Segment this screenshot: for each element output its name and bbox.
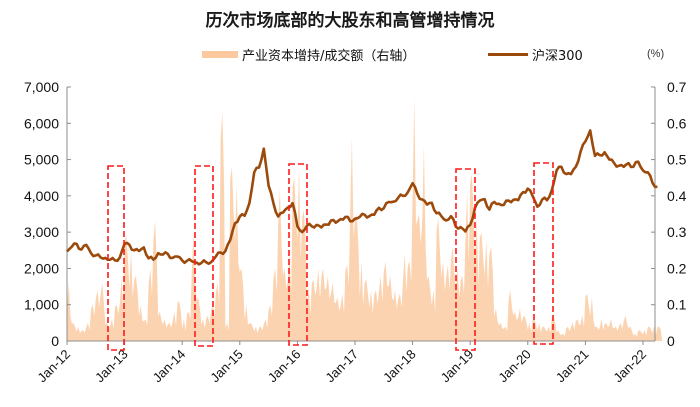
left-tick-label: 7,000 — [24, 79, 59, 95]
right-axis-unit: (%) — [647, 48, 665, 60]
x-tick-label: Jan-20 — [495, 347, 534, 386]
left-tick-label: 3,000 — [24, 224, 59, 240]
x-tick-label: Jan-13 — [92, 347, 131, 386]
market-bottom-highlight-box — [455, 168, 476, 351]
market-bottom-highlight-box — [194, 165, 214, 347]
left-tick-label: 4,000 — [24, 188, 59, 204]
legend-label-holdings-ratio: 产业资本增持/成交额（右轴） — [242, 49, 416, 64]
legend-swatch-line — [488, 53, 528, 56]
x-tick-label: Jan-21 — [553, 347, 592, 386]
x-tick-label: Jan-22 — [610, 347, 649, 386]
right-tick-label: 0.1 — [667, 297, 687, 313]
market-bottom-highlight-box — [107, 165, 125, 351]
legend: 产业资本增持/成交额（右轴） 沪深300 — [0, 45, 700, 65]
right-tick-label: 0.4 — [667, 188, 687, 204]
left-tick-label: 2,000 — [24, 260, 59, 276]
csi300-line — [66, 129, 658, 266]
x-tick-label: Jan-12 — [34, 347, 73, 386]
right-tick-label: 0.3 — [667, 224, 687, 240]
x-tick-label: Jan-17 — [322, 347, 361, 386]
right-tick-label: 0.7 — [667, 79, 687, 95]
x-tick-label: Jan-19 — [438, 347, 477, 386]
x-tick-label: Jan-15 — [207, 347, 246, 386]
x-tick-label: Jan-16 — [265, 347, 304, 386]
right-tick-label: 0.6 — [667, 115, 687, 131]
chart-title: 历次市场底部的大股东和高管增持情况 — [205, 11, 495, 31]
holdings-ratio-bars — [67, 97, 663, 342]
x-tick-label: Jan-14 — [150, 347, 189, 386]
market-bottom-highlight-box — [288, 163, 308, 346]
legend-label-csi300: 沪深300 — [532, 49, 583, 64]
market-bottom-highlight-box — [533, 162, 554, 345]
left-tick-label: 5,000 — [24, 152, 59, 168]
left-tick-label: 6,000 — [24, 115, 59, 131]
legend-item-holdings-ratio: 产业资本增持/成交额（右轴） — [202, 45, 415, 64]
left-tick-label: 1,000 — [24, 297, 59, 313]
legend-swatch-bar — [202, 51, 238, 58]
right-tick-label: 0 — [667, 333, 675, 349]
legend-item-csi300: 沪深300 — [488, 45, 583, 64]
x-tick-label: Jan-18 — [380, 347, 419, 386]
left-tick-label: 0 — [51, 333, 59, 349]
right-tick-label: 0.5 — [667, 152, 687, 168]
right-tick-label: 0.2 — [667, 260, 687, 276]
